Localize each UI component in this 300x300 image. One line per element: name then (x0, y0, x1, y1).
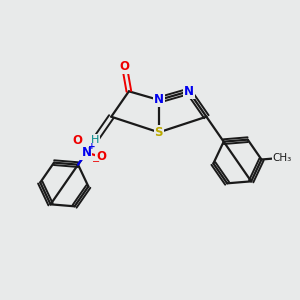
Text: +: + (88, 142, 96, 151)
Text: O: O (119, 60, 130, 73)
Text: O: O (96, 150, 106, 164)
Text: H: H (91, 135, 100, 145)
Text: N: N (184, 85, 194, 98)
Text: O: O (72, 134, 82, 147)
Text: −: − (92, 157, 100, 167)
Text: CH₃: CH₃ (272, 153, 292, 163)
Text: N: N (81, 146, 92, 159)
Text: N: N (154, 93, 164, 106)
Text: S: S (154, 126, 163, 139)
